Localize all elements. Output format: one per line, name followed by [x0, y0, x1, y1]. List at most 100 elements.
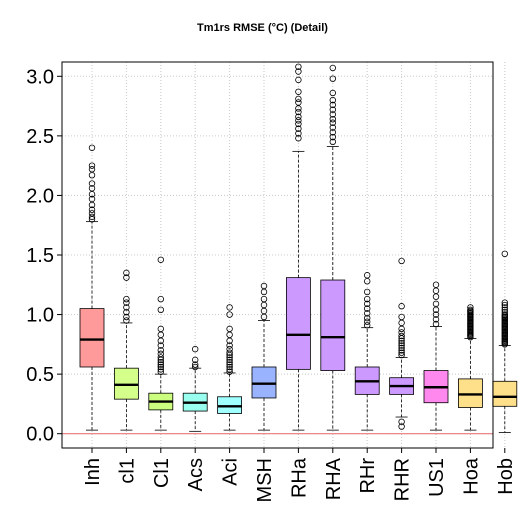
outlier-point [88, 166, 96, 173]
box-cl1 [148, 256, 174, 431]
outlier-point [123, 308, 130, 316]
box-us1 [423, 281, 449, 431]
outlier-point [295, 120, 302, 128]
outlier-point [157, 363, 164, 371]
outlier-point [191, 361, 199, 368]
outlier-point [329, 89, 336, 97]
box-iqr [492, 380, 518, 407]
box-cl1 [114, 269, 139, 431]
outlier-point [260, 282, 268, 290]
outlier-point [157, 350, 164, 358]
outlier-point [364, 272, 371, 279]
x-tick-label: MSH [254, 458, 276, 502]
outlier-point [88, 180, 96, 187]
outlier-point [260, 307, 268, 315]
outlier-point [398, 329, 405, 336]
outlier-point [398, 342, 405, 349]
outlier-point [295, 113, 302, 121]
outlier-point [295, 68, 302, 75]
outlier-point [123, 313, 130, 321]
outlier-point [329, 106, 336, 113]
outlier-point [295, 95, 302, 103]
outlier-point [226, 325, 233, 333]
outlier-point [226, 368, 233, 375]
outlier-point [329, 115, 336, 123]
outlier-point [295, 99, 302, 106]
outlier-point [398, 332, 405, 340]
outlier-point [226, 342, 233, 349]
y-tick-label: 3.0 [26, 66, 54, 88]
outlier-point [226, 361, 233, 368]
outlier-point [364, 305, 371, 312]
plot-frame [61, 61, 494, 449]
outlier-point [398, 344, 405, 352]
x-tick-label: Aci [220, 458, 242, 486]
box-rha [320, 64, 346, 431]
outlier-point [191, 363, 199, 371]
x-tick-label: RHr [357, 458, 379, 494]
outlier-point [157, 256, 164, 263]
outlier-point [157, 325, 164, 333]
x-tick-label: RHA [323, 457, 345, 500]
outlier-point [295, 63, 302, 70]
x-tick-label: Acs [185, 458, 207, 491]
outlier-point [467, 306, 474, 314]
outlier-point [501, 304, 508, 311]
outlier-point [123, 299, 130, 306]
outlier-point [157, 368, 164, 375]
outlier-point [157, 354, 164, 361]
outlier-point [157, 306, 164, 314]
outlier-point [88, 162, 96, 169]
box-iqr [79, 308, 105, 368]
outlier-point [226, 356, 233, 364]
y-tick-label: 1.5 [26, 245, 54, 267]
outlier-point [398, 339, 405, 347]
outlier-point [226, 349, 233, 356]
outlier-point [226, 366, 233, 373]
outlier-point [123, 317, 130, 324]
outlier-point [432, 300, 440, 308]
outlier-point [364, 314, 371, 322]
outlier-point [123, 304, 130, 311]
outlier-point [157, 342, 164, 349]
outlier-point [329, 111, 336, 118]
outlier-point [501, 301, 508, 309]
outlier-point [398, 349, 405, 356]
box-iqr [320, 279, 346, 371]
outlier-point [157, 347, 164, 354]
outlier-point [364, 295, 371, 303]
outlier-point [88, 195, 96, 203]
box-rhr [389, 257, 415, 430]
y-tick-label: 0.0 [26, 424, 54, 446]
outlier-point [501, 299, 508, 306]
box-hoa [457, 304, 483, 431]
outlier-point [364, 310, 371, 317]
outlier-point [295, 117, 302, 124]
outlier-point [501, 306, 508, 314]
box-inh [79, 144, 105, 431]
outlier-point [501, 311, 508, 318]
y-tick-label: 2.0 [26, 185, 54, 207]
box-hob [492, 250, 518, 433]
box-acs [182, 345, 208, 432]
box-rhr [354, 272, 380, 431]
outlier-point [226, 311, 233, 318]
outlier-point [226, 345, 233, 353]
outlier-point [329, 96, 336, 104]
outlier-point [329, 75, 336, 82]
outlier-point [432, 311, 440, 318]
outlier-point [432, 316, 440, 323]
outlier-point [398, 313, 405, 321]
outlier-point [88, 213, 96, 221]
outlier-point [329, 119, 336, 126]
box-msh [251, 282, 277, 431]
outlier-point [88, 210, 96, 217]
x-tick-label: Cl1 [151, 458, 173, 488]
boxes-layer [79, 63, 518, 433]
y-tick-label: 1.0 [26, 305, 54, 327]
outlier-point [260, 295, 268, 303]
outlier-point [157, 359, 164, 366]
y-tick-label: 0.5 [26, 364, 54, 386]
box-aci [217, 304, 243, 431]
x-tick-label: cl1 [116, 458, 138, 484]
